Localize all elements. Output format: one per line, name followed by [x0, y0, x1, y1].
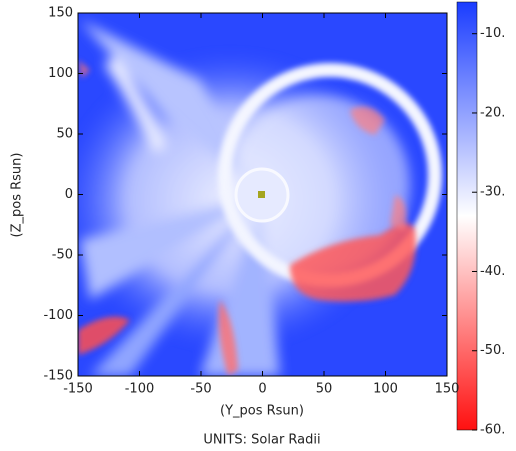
- colorbar-tick-label: -20.: [480, 105, 505, 120]
- y-tick-label: -100: [43, 308, 73, 323]
- heatmap-image: [78, 13, 447, 376]
- x-tick-label: -150: [63, 382, 93, 397]
- colorbar-tick-label: -30.: [480, 185, 505, 200]
- y-tick-label: 50: [56, 127, 73, 142]
- x-tick-label: 0: [258, 382, 266, 397]
- y-axis-label: (Z_pos Rsun): [10, 153, 25, 238]
- y-tick-label: 100: [48, 66, 73, 81]
- y-tick-label: -150: [43, 369, 73, 384]
- y-tick-label: 150: [48, 6, 73, 21]
- colorbar: [456, 1, 478, 431]
- footer: UNITS: Solar Radii: [203, 433, 320, 448]
- y-tick-label: 0: [65, 187, 73, 202]
- x-tick-label: 100: [373, 382, 398, 397]
- x-tick-label: 150: [435, 382, 460, 397]
- x-tick-label: 50: [316, 382, 333, 397]
- colorbar-tick-label: -10.: [480, 26, 505, 41]
- x-tick-label: -50: [190, 382, 211, 397]
- x-axis-label: (Y_pos Rsun): [220, 404, 304, 419]
- x-tick-label: -100: [125, 382, 155, 397]
- colorbar-tick-label: -40.: [480, 264, 505, 279]
- colorbar-tick-label: -60.: [480, 423, 505, 438]
- y-tick-label: -50: [52, 248, 73, 263]
- colorbar-tick-label: -50.: [480, 343, 505, 358]
